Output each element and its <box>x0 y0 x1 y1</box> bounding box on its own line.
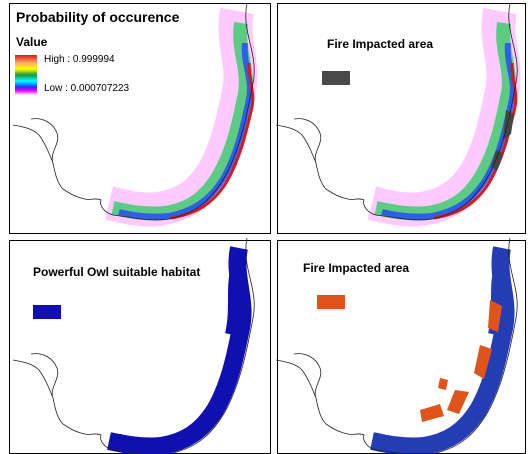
legend-swatch <box>322 71 350 85</box>
panel-title: Powerful Owl suitable habitat <box>33 265 200 279</box>
map-figure: Probability of occurence Value High : 0.… <box>0 0 528 454</box>
legend-low: Low : 0.000707223 <box>44 83 130 94</box>
legend-title: Value <box>16 35 48 49</box>
legend-high: High : 0.999994 <box>44 54 115 65</box>
panel-title: Probability of occurence <box>16 9 180 25</box>
panel-title: Fire Impacted area <box>303 261 409 275</box>
legend-ramp <box>15 55 37 95</box>
legend-swatch <box>317 295 345 309</box>
legend-swatch <box>33 305 61 319</box>
panel-title: Fire Impacted area <box>327 37 433 51</box>
